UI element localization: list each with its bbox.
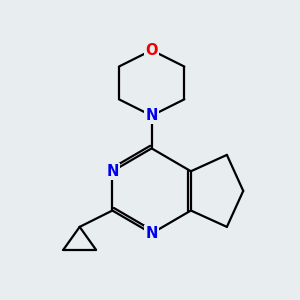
Text: O: O (146, 43, 158, 58)
Text: N: N (146, 226, 158, 241)
Text: N: N (146, 108, 158, 123)
Text: N: N (106, 164, 118, 179)
